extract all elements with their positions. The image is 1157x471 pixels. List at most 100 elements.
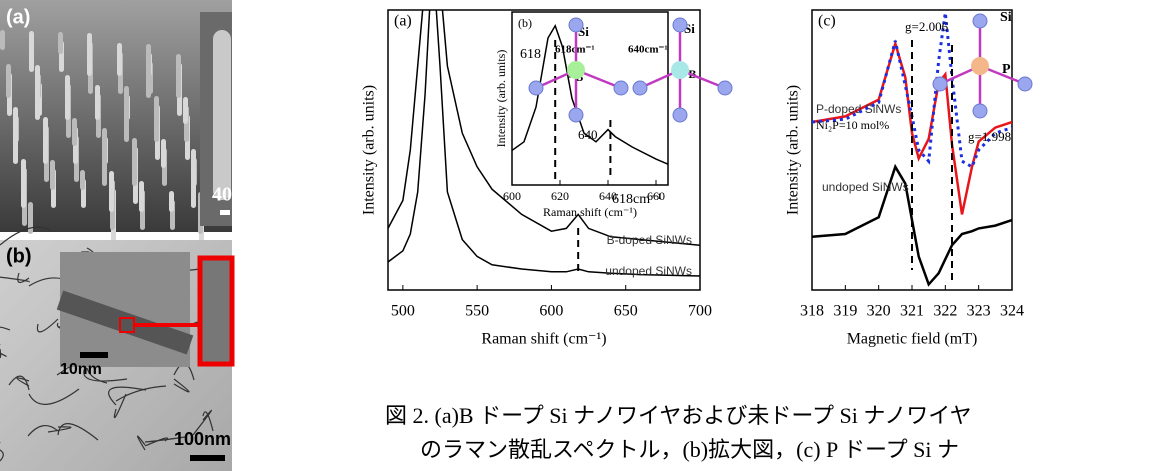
fiber xyxy=(192,409,213,436)
pillar xyxy=(13,107,18,164)
atom xyxy=(613,80,629,96)
annotation: Si xyxy=(578,24,589,39)
caption: のラマン散乱スペクトル，(b)拡大図，(c) P ドープ Si ナ xyxy=(420,437,959,462)
atom-center xyxy=(971,57,989,75)
fiber xyxy=(144,436,186,443)
scale-bar-label: 10nm xyxy=(60,361,102,378)
fiber xyxy=(0,226,51,246)
pillar xyxy=(117,43,122,76)
fiber xyxy=(0,352,7,357)
pillar xyxy=(124,86,129,142)
fiber xyxy=(0,326,11,345)
panel-label: (a) xyxy=(394,13,412,30)
x-tick-label: 600 xyxy=(503,189,521,203)
y-axis-label: Intensity (arb. units) xyxy=(494,50,508,148)
pillar xyxy=(109,171,114,212)
pillar xyxy=(72,118,77,146)
x-tick-label: 324 xyxy=(1000,303,1024,320)
annotation: Si xyxy=(1000,10,1012,25)
pillar xyxy=(132,138,137,186)
pillar xyxy=(43,117,48,164)
fiber xyxy=(113,393,127,419)
series-line xyxy=(388,10,700,246)
series-line xyxy=(812,39,1012,215)
series-label: undoped SiNWs xyxy=(605,264,692,278)
x-tick-label: 640 xyxy=(599,189,617,203)
x-tick-label: 318 xyxy=(800,303,824,320)
fiber xyxy=(17,272,30,284)
x-tick-label: 320 xyxy=(867,303,891,320)
atom xyxy=(632,80,648,96)
scale-bar-label: 40nm xyxy=(212,184,260,206)
y-axis-label: Intensity (arb. units) xyxy=(361,85,378,215)
fiber xyxy=(173,378,190,393)
atom xyxy=(932,76,948,92)
x-tick-label: 700 xyxy=(688,303,712,320)
panel-label: (b) xyxy=(518,16,532,30)
scale-bar-label: 100nm xyxy=(174,429,231,449)
series-label: P-doped SiNWs xyxy=(816,102,901,116)
fiber xyxy=(202,411,214,432)
fiber xyxy=(86,367,108,384)
x-tick-label: 650 xyxy=(614,303,638,320)
atom xyxy=(672,107,688,123)
atom xyxy=(672,17,688,33)
annotation: P xyxy=(1002,62,1011,77)
tem-image: (b) 10nm 100nm xyxy=(0,226,235,471)
pillar xyxy=(139,181,144,212)
fiber xyxy=(8,375,30,391)
series-label: undoped SiNWs xyxy=(822,180,909,194)
pillar xyxy=(169,191,174,212)
x-axis-label: Raman shift (cm⁻¹) xyxy=(543,205,637,219)
pillar xyxy=(65,75,70,120)
y-axis-label: Intensity (arb. units) xyxy=(785,85,802,215)
annotation: g=1.998 xyxy=(968,129,1011,144)
series-label: B-doped SiNWs xyxy=(607,233,692,247)
annotation: 618cm⁻¹ xyxy=(612,192,662,207)
pillar xyxy=(176,54,181,98)
fiber xyxy=(83,363,128,382)
x-tick-label: 321 xyxy=(900,303,924,320)
panel-label: (c) xyxy=(818,13,836,30)
series-line xyxy=(388,10,700,277)
fiber xyxy=(108,386,147,406)
pillar xyxy=(80,170,85,190)
atom xyxy=(528,80,544,96)
pillar xyxy=(161,139,166,168)
x-tick-label: 319 xyxy=(833,303,857,320)
pillar xyxy=(146,44,151,98)
atom-center xyxy=(567,61,585,79)
fiber xyxy=(0,348,2,359)
fiber xyxy=(136,435,146,451)
x-tick-label: 500 xyxy=(391,303,415,320)
atom xyxy=(568,107,584,123)
sem-image: (a) 40nm xyxy=(0,0,260,252)
pillar xyxy=(35,65,40,120)
fiber xyxy=(0,276,30,283)
annotation: Si xyxy=(684,21,695,36)
atom xyxy=(972,103,988,119)
pillar xyxy=(183,97,188,124)
fiber xyxy=(57,423,99,441)
x-tick-label: 600 xyxy=(539,303,563,320)
annotation: g=2.006 xyxy=(905,19,949,34)
annotation: Ni₂P=10 mol% xyxy=(816,118,889,132)
pillar xyxy=(191,149,196,208)
image-label: (b) xyxy=(6,245,32,267)
plot-frame xyxy=(511,11,669,186)
pillar xyxy=(50,160,55,190)
fiber xyxy=(27,425,59,437)
pillar xyxy=(29,31,34,72)
annotation: 618 xyxy=(520,47,541,62)
fiber xyxy=(115,385,167,402)
annotation: 640 xyxy=(578,127,598,142)
pillar xyxy=(87,33,92,76)
atom xyxy=(568,17,584,33)
image-label: (a) xyxy=(6,6,30,28)
pillar xyxy=(28,202,33,234)
x-tick-label: 322 xyxy=(933,303,957,320)
fiber xyxy=(28,388,80,405)
fiber xyxy=(47,426,72,433)
atom xyxy=(717,80,733,96)
